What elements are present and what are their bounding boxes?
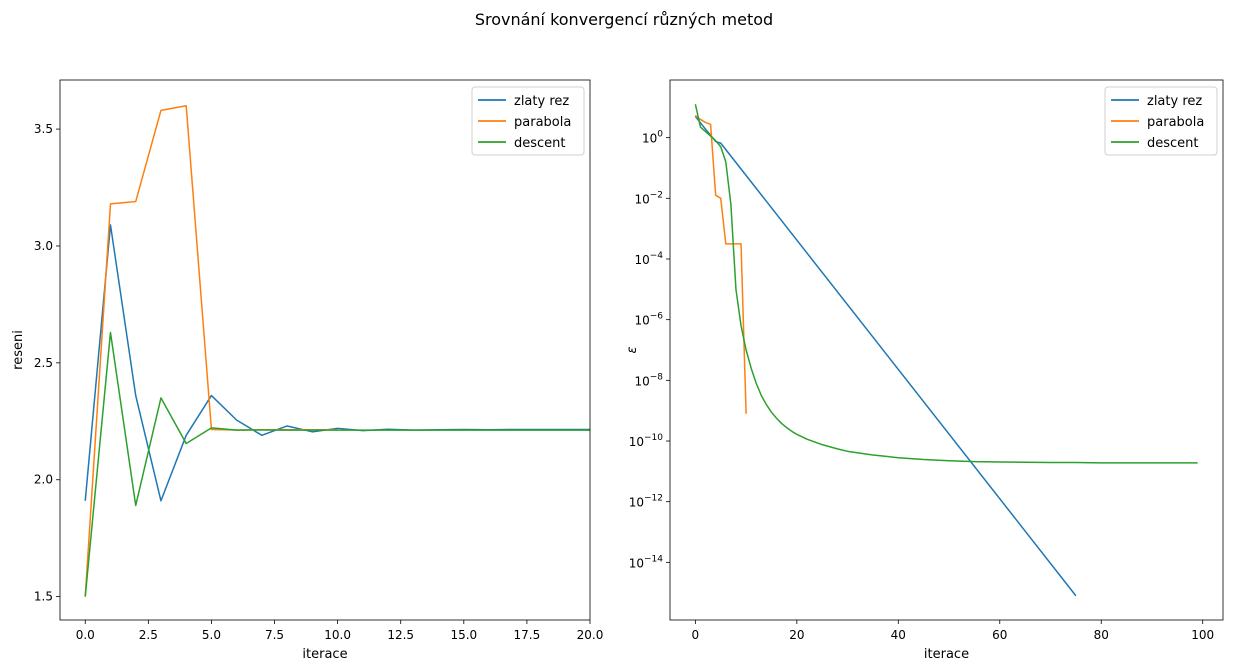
legend-entry: zlaty rez xyxy=(514,94,569,109)
x-tick-label: 10.0 xyxy=(324,628,351,642)
legend-box xyxy=(1104,86,1218,156)
series-line-zlaty-rez xyxy=(84,224,590,502)
figure-title: Srovnání konvergencí různých metod xyxy=(475,10,773,29)
legend-box xyxy=(471,86,585,156)
x-tick-label: 20.0 xyxy=(577,628,604,642)
x-tick-label: 2.5 xyxy=(139,628,158,642)
x-tick-label: 100 xyxy=(1191,628,1214,642)
y-axis-label: ε xyxy=(625,346,640,353)
x-tick-label: 15.0 xyxy=(450,628,477,642)
series-group xyxy=(84,104,590,597)
y-tick-label: 10−10 xyxy=(629,433,664,449)
x-tick-label: 0.0 xyxy=(76,628,95,642)
series-line-zlaty-rez xyxy=(694,115,1077,597)
x-tick-label: 80 xyxy=(1094,628,1109,642)
legend-entry: parabola xyxy=(1147,115,1204,130)
x-tick-label: 60 xyxy=(992,628,1007,642)
legend: zlaty rez parabola descent xyxy=(1104,86,1218,156)
legend-entry: zlaty rez xyxy=(1147,94,1202,109)
series-line-parabola xyxy=(84,104,338,597)
x-axis-label: iterace xyxy=(302,647,347,662)
series-line-descent xyxy=(694,104,1198,464)
y-tick-label: 2.5 xyxy=(34,356,53,370)
axes-frame xyxy=(59,79,591,621)
x-tick-label: 17.5 xyxy=(514,628,541,642)
y-tick-label: 10−8 xyxy=(634,372,663,388)
series-line-descent xyxy=(84,331,590,597)
y-tick-label: 10−4 xyxy=(634,251,663,267)
legend: zlaty rez parabola descent xyxy=(471,86,585,156)
y-tick-label: 3.5 xyxy=(34,122,53,136)
subplot-1: 0.0 2.5 5.0 7.5 10.0 12.5 15.0 17.5 20.0 1.5 2.0 2.… xyxy=(11,79,604,662)
x-tick-label: 40 xyxy=(891,628,906,642)
y-tick-label: 100 xyxy=(642,130,663,146)
y-tick-label: 3.0 xyxy=(34,239,53,253)
legend-entry: descent xyxy=(514,136,566,151)
axes-frame xyxy=(669,79,1224,621)
y-tick-label: 10−14 xyxy=(629,554,664,570)
y-tick-label: 2.0 xyxy=(34,473,53,487)
legend-entry: parabola xyxy=(514,115,571,130)
series-line-parabola xyxy=(694,114,747,414)
x-tick-label: 0 xyxy=(692,628,700,642)
x-tick-label: 5.0 xyxy=(202,628,221,642)
y-tick-label: 10−12 xyxy=(629,494,663,510)
x-tick-label: 12.5 xyxy=(387,628,414,642)
y-tick-label: 10−2 xyxy=(634,190,663,206)
y-tick-label: 10−6 xyxy=(634,312,663,328)
series-group xyxy=(694,104,1198,597)
x-axis-label: iterace xyxy=(924,647,969,662)
x-tick-label: 7.5 xyxy=(265,628,284,642)
x-tick-label: 20 xyxy=(789,628,804,642)
legend-entry: descent xyxy=(1147,136,1199,151)
y-tick-label: 1.5 xyxy=(34,590,53,604)
subplot-2: 0 20 40 60 80 100 100 10−2 10−4 10−6 10−8 10−10 10−1… xyxy=(625,79,1224,662)
y-axis-label: reseni xyxy=(11,330,26,370)
